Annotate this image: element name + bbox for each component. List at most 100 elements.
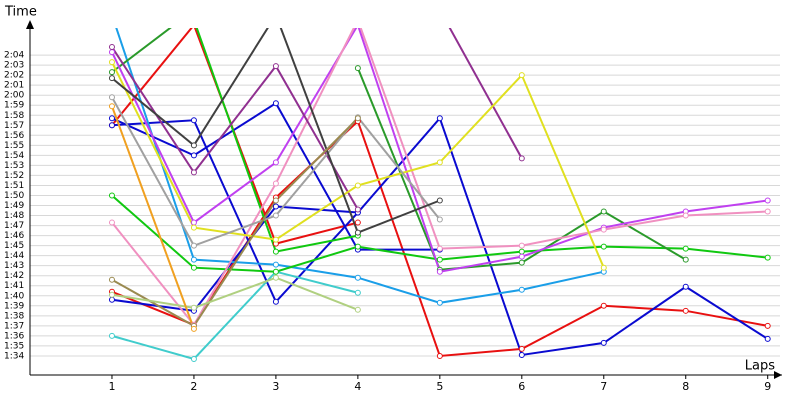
point-marker bbox=[436, 268, 443, 275]
y-tick-label: 1:45 bbox=[4, 241, 24, 251]
point-marker bbox=[190, 355, 197, 362]
point-marker bbox=[108, 122, 115, 129]
y-tick-label: 1:41 bbox=[4, 281, 24, 291]
point-marker bbox=[272, 203, 279, 210]
y-tick-label: 1:58 bbox=[4, 111, 24, 121]
y-axis-arrow bbox=[26, 20, 34, 29]
x-tick-label xtl: 3 bbox=[272, 380, 279, 393]
point-marker bbox=[355, 17, 360, 22]
point-marker bbox=[354, 229, 361, 236]
point-marker bbox=[518, 72, 525, 79]
y-tick-label: 1:50 bbox=[4, 191, 24, 201]
series-line bbox=[111, 205, 358, 312]
y-tick-label: 1:52 bbox=[4, 171, 24, 181]
point-marker bbox=[272, 159, 279, 166]
y-tick-label: 1:39 bbox=[4, 301, 24, 311]
point-marker bbox=[108, 59, 115, 66]
y-tick-label: 1:40 bbox=[4, 291, 24, 301]
y-tick-label: 1:54 bbox=[4, 151, 24, 161]
point-marker bbox=[518, 242, 525, 249]
point-marker bbox=[436, 197, 443, 204]
point-marker bbox=[518, 351, 525, 358]
y-tick-label: 1:57 bbox=[4, 121, 24, 131]
x-tick-label xtl: 5 bbox=[436, 380, 443, 393]
point-marker bbox=[518, 155, 525, 162]
point-marker bbox=[190, 224, 197, 231]
point-marker bbox=[354, 243, 361, 250]
point-marker bbox=[272, 180, 279, 187]
point-marker bbox=[190, 142, 197, 149]
point-marker bbox=[436, 256, 443, 263]
point-marker bbox=[764, 254, 771, 261]
point-marker bbox=[108, 276, 115, 283]
point-marker bbox=[436, 245, 443, 252]
series-line bbox=[111, 28, 768, 273]
y-tick-label: 1:37 bbox=[4, 321, 24, 331]
point-marker bbox=[764, 197, 771, 204]
point-marker bbox=[354, 65, 361, 72]
point-marker bbox=[272, 63, 279, 70]
y-tick-label: 1:43 bbox=[4, 261, 24, 271]
point-marker bbox=[354, 274, 361, 281]
point-marker bbox=[108, 115, 115, 122]
y-tick-label: 1:46 bbox=[4, 231, 24, 241]
point-marker bbox=[436, 115, 443, 122]
point-marker bbox=[190, 325, 197, 332]
series-line bbox=[111, 270, 359, 361]
point-marker bbox=[437, 7, 442, 12]
point-marker bbox=[764, 322, 771, 329]
point-marker bbox=[682, 245, 689, 252]
point-marker bbox=[272, 212, 279, 219]
point-marker bbox=[764, 208, 771, 215]
y-tick-label: 1:42 bbox=[4, 271, 24, 281]
point-marker bbox=[108, 219, 115, 226]
grid bbox=[30, 54, 780, 357]
point-marker bbox=[191, 22, 196, 27]
point-marker bbox=[190, 169, 197, 176]
point-marker bbox=[436, 352, 443, 359]
point-marker bbox=[190, 152, 197, 159]
point-marker bbox=[682, 307, 689, 314]
point-marker bbox=[518, 253, 525, 260]
y-tick-label: 1:51 bbox=[4, 181, 24, 191]
x-tick-label xtl: 1 bbox=[108, 380, 115, 393]
y-tick-label: 1:35 bbox=[4, 341, 24, 351]
point-marker bbox=[436, 216, 443, 223]
point-marker bbox=[272, 268, 279, 275]
point-marker bbox=[354, 306, 361, 313]
point-marker bbox=[354, 219, 361, 226]
x-tick-label xtl: 8 bbox=[682, 380, 689, 393]
point-marker bbox=[518, 286, 525, 293]
point-marker bbox=[354, 206, 361, 213]
y-tick-label: 1:44 bbox=[4, 251, 24, 261]
point-marker bbox=[436, 299, 443, 306]
point-marker bbox=[190, 256, 197, 263]
plot-area bbox=[108, 7, 771, 362]
point-marker bbox=[600, 226, 607, 233]
point-marker bbox=[190, 219, 197, 226]
point-marker bbox=[273, 12, 278, 17]
y-tick-label: 1:48 bbox=[4, 211, 24, 221]
point-marker bbox=[108, 69, 115, 76]
y-axis-title: Time bbox=[4, 5, 37, 20]
point-marker bbox=[190, 242, 197, 249]
y-tick-label: 1:55 bbox=[4, 141, 24, 151]
point-marker bbox=[354, 182, 361, 189]
x-axis-arrow bbox=[774, 371, 782, 379]
point-marker bbox=[108, 75, 115, 82]
point-marker bbox=[518, 345, 525, 352]
series-line bbox=[448, 28, 523, 159]
y-tick-label: 2:03 bbox=[4, 61, 24, 71]
point-marker bbox=[190, 264, 197, 271]
point-marker bbox=[600, 208, 607, 215]
x-tick-label xtl: 6 bbox=[518, 380, 525, 393]
y-tick-label: 1:56 bbox=[4, 131, 24, 141]
x-tick-label xtl: 7 bbox=[600, 380, 607, 393]
point-marker bbox=[600, 243, 607, 250]
x-axis-title: Laps bbox=[745, 359, 775, 374]
x-tick-label xtl: 2 bbox=[190, 380, 197, 393]
point-marker bbox=[355, 22, 360, 27]
x-tick-label xtl: 4 bbox=[354, 380, 361, 393]
